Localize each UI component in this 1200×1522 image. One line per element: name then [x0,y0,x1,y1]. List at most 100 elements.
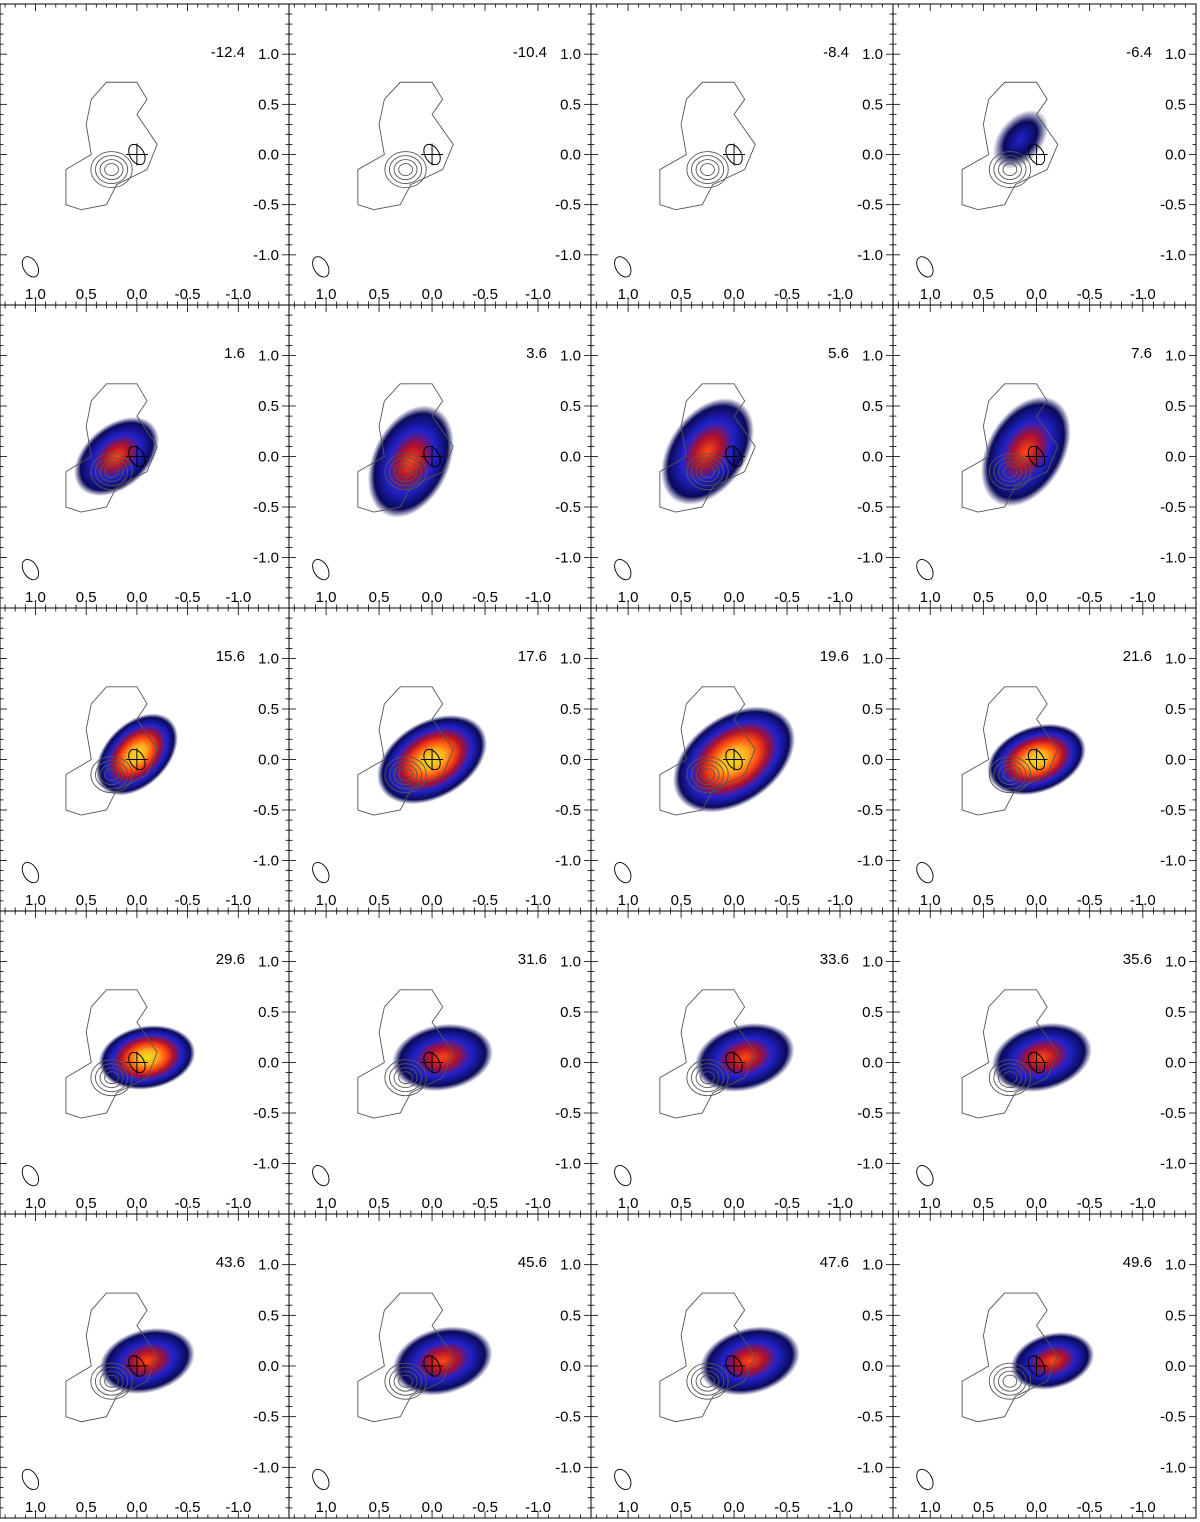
contour-ring [393,461,418,483]
x-tick-label: -1.0 [1130,1195,1156,1212]
x-tick-label: 0.0 [1026,286,1047,303]
x-tick-label: 0.0 [724,892,745,909]
contour-ring [686,453,729,491]
contour-ring [389,457,423,487]
beam-ellipse [21,256,40,278]
y-tick-label: 1.0 [258,348,279,365]
y-tick-label: 0.0 [560,147,581,164]
y-tick-label: 0.5 [862,398,883,415]
contour-ring [99,461,124,483]
beam-ellipse [312,1165,330,1187]
y-tick-label: 0.5 [560,1004,581,1021]
panel-19: 1.0 0.5 0.0 -0.5 -1.0 1.0 0.5 0.0 -0.5 -1.0 47.6 [590,1213,894,1519]
y-tick-label: -0.5 [253,802,279,819]
y-tick-label: -1.0 [253,1459,279,1476]
emission-blob [99,1327,195,1394]
y-tick-label: 0.0 [258,1055,279,1072]
emission-blob [1010,1332,1095,1390]
contour-ring [1002,465,1018,479]
contour-ring [997,1370,1022,1392]
beam-ellipse [614,559,632,581]
y-tick-label: -1.0 [253,853,279,870]
x-tick-label: -1.0 [1130,589,1156,606]
contour-ring [99,1370,124,1392]
y-tick-label: 0.5 [1165,96,1186,113]
reference-marker [1027,1051,1046,1074]
beam-ellipse [312,862,330,884]
reference-marker [128,445,146,468]
contour-ring [686,1362,729,1400]
y-tick-label: -1.0 [253,550,279,567]
reference-marker [725,748,743,771]
x-tick-label: 1.0 [920,892,941,909]
x-tick-label: 1.0 [618,1195,639,1212]
panel-velocity-label: 33.6 [820,951,849,968]
x-tick-label: 0.5 [973,1195,994,1212]
contour-ring [695,461,720,483]
x-tick-label: -1.0 [827,1195,853,1212]
contour-ring [700,1071,715,1085]
panel-10: 1.0 0.5 0.0 -0.5 -1.0 1.0 0.5 0.0 -0.5 -1.0 17.6 [288,607,592,912]
x-tick-label: 0.0 [1026,1195,1047,1212]
contour-ring [393,764,418,786]
x-tick-label: -0.5 [472,589,498,606]
y-tick-label: -1.0 [1160,1459,1186,1476]
y-tick-label: -1.0 [857,550,883,567]
outer-contour [659,1292,756,1423]
reference-marker [1027,748,1046,771]
y-tick-label: 1.0 [560,1257,581,1274]
outer-contour [65,989,158,1119]
reference-marker [128,1051,146,1074]
x-tick-label: -0.5 [774,286,800,303]
contour-ring [398,465,413,479]
y-tick-label: 0.5 [862,96,883,113]
panel-velocity-label: 5.6 [828,345,849,362]
contour-ring [993,155,1027,185]
y-tick-label: 0.0 [862,1055,883,1072]
beam-ellipse [21,559,40,581]
y-tick-label: 0.5 [862,1004,883,1021]
x-tick-label: 0.5 [369,892,390,909]
contour-ring [393,1067,418,1089]
y-tick-label: -1.0 [555,1156,581,1173]
outer-contour [659,383,756,513]
contour-ring [104,465,119,479]
beam-ellipse [614,256,632,278]
x-tick-label: -1.0 [525,1499,551,1516]
y-tick-label: 0.5 [560,701,581,718]
x-tick-label: 0.5 [369,589,390,606]
y-tick-label: -0.5 [1160,1105,1186,1122]
x-tick-label: 1.0 [920,589,941,606]
reference-marker [128,143,146,166]
x-tick-label: 0.5 [671,1195,692,1212]
y-tick-label: -0.5 [555,1409,581,1426]
contour-ring [988,1362,1032,1400]
y-tick-label: 1.0 [560,46,581,63]
panels-group: 1.00.50.0-0.5-1.01.0 0.5 0.0 -0.5 -1.0-12.4 1… [0,3,1197,1519]
beam-ellipse [916,256,934,278]
outer-contour [357,686,454,816]
outer-contour [961,383,1059,513]
outer-contour [357,81,454,211]
x-tick-label: 0.0 [1026,589,1047,606]
x-tick-label: 1.0 [316,589,337,606]
beam-ellipse [312,1468,330,1491]
y-tick-label: -1.0 [555,247,581,264]
reference-marker [423,748,441,771]
reference-marker [1027,1355,1046,1377]
x-tick-label: -1.0 [225,286,251,303]
outer-contour [65,383,158,513]
y-tick-label: 0.5 [258,96,279,113]
reference-marker [128,748,146,771]
contour-ring [993,457,1027,487]
x-tick-label: 1.0 [920,286,941,303]
panel-18: 1.0 0.5 0.0 -0.5 -1.0 1.0 0.5 0.0 -0.5 -1.0 45.6 [288,1213,592,1519]
x-tick-label: -0.5 [1077,1195,1103,1212]
contour-ring [997,461,1022,483]
y-tick-label: -1.0 [857,247,883,264]
y-tick-label: 0.0 [862,449,883,466]
y-tick-label: 1.0 [560,651,581,668]
panel-velocity-label: 49.6 [1123,1254,1152,1271]
x-tick-label: 0.0 [126,892,147,909]
